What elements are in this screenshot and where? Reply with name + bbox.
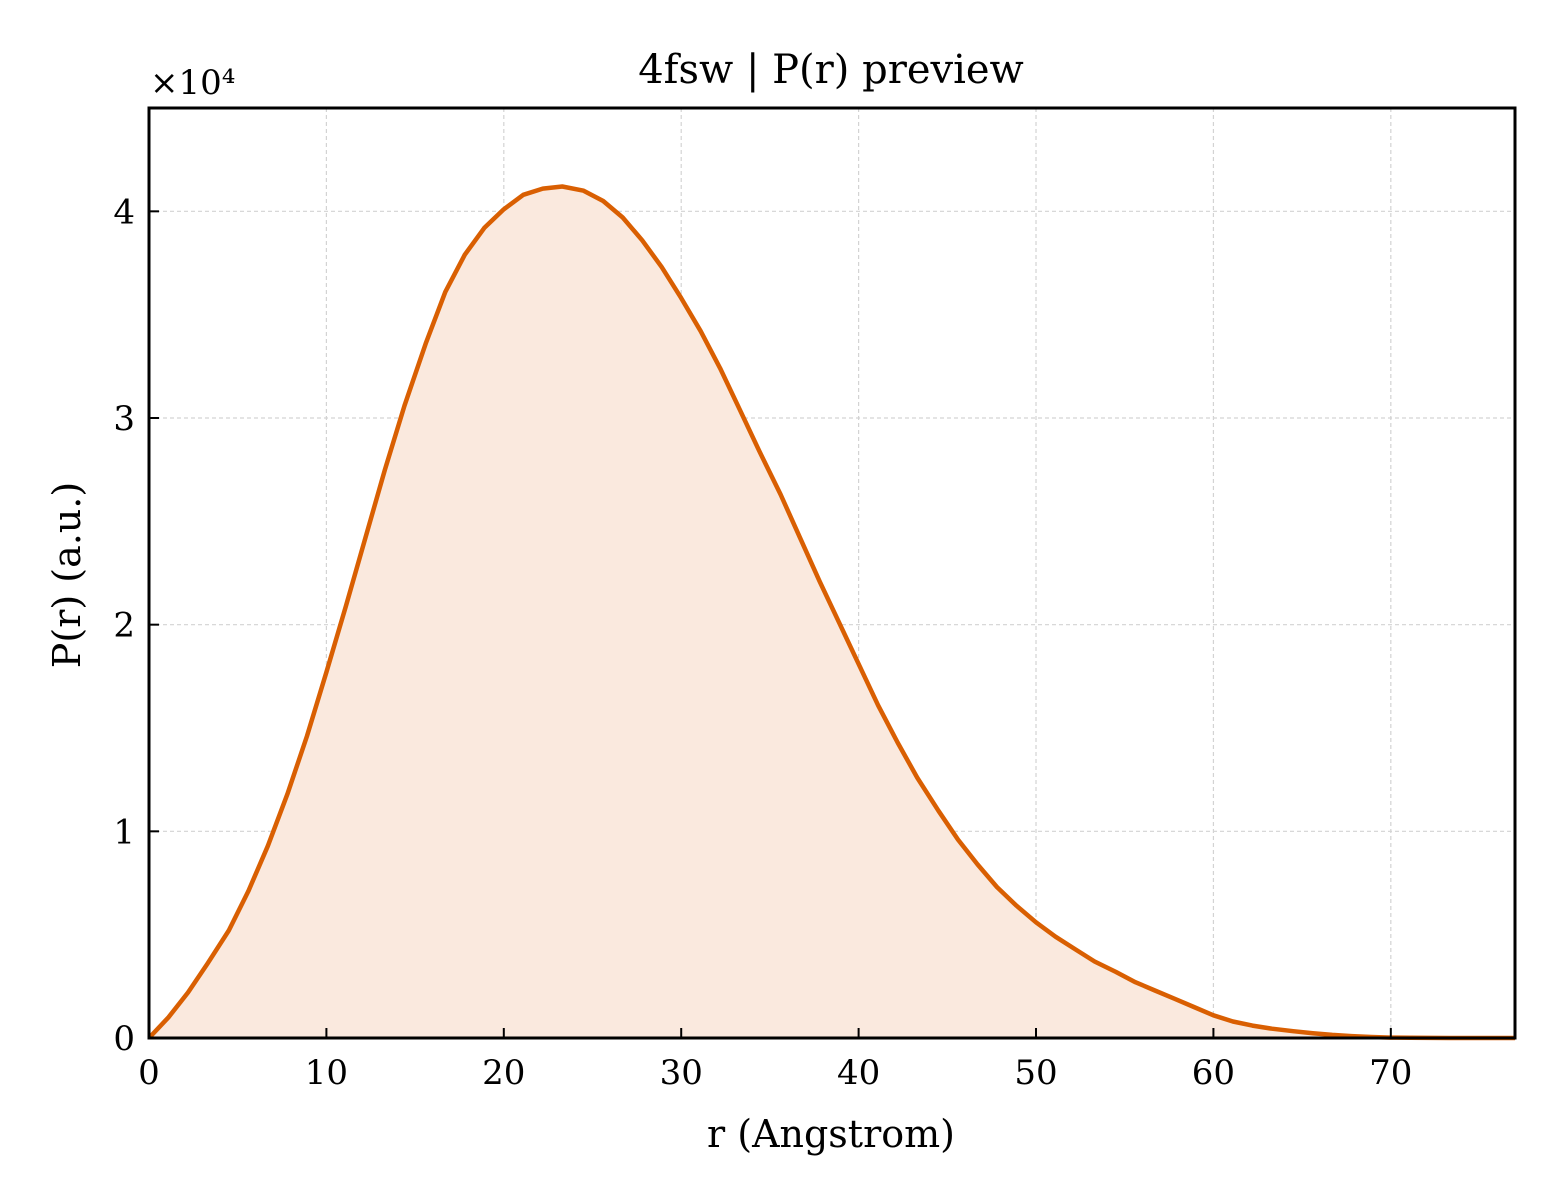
x-tick-label: 60	[1192, 1053, 1235, 1093]
x-tick-label: 20	[482, 1053, 525, 1093]
x-tick-label: 50	[1014, 1053, 1057, 1093]
x-tick-label: 30	[660, 1053, 703, 1093]
x-axis-label: r (Angstrom)	[707, 1112, 955, 1156]
tick-labels-layer: 0 10 20 30 40 50 60 70 0 1 2 3 4	[113, 192, 1412, 1093]
y-axis-multiplier: ×10⁴	[150, 63, 235, 103]
x-tick-label: 70	[1369, 1053, 1412, 1093]
x-tick-label: 10	[305, 1053, 348, 1093]
x-tick-label: 40	[837, 1053, 880, 1093]
y-tick-label: 0	[113, 1019, 135, 1059]
y-tick-label: 1	[113, 812, 135, 852]
plot-frame	[147, 106, 1517, 1040]
chart-title: 4fsw | P(r) preview	[638, 47, 1024, 93]
y-tick-label: 3	[113, 399, 135, 439]
ticks-layer	[148, 210, 1392, 1039]
y-tick-label: 4	[113, 192, 135, 232]
distribution-line	[147, 184, 1515, 1041]
y-axis-label: P(r) (a.u.)	[45, 482, 89, 668]
x-tick-label: 0	[138, 1053, 160, 1093]
y-tick-label: 2	[113, 606, 135, 646]
